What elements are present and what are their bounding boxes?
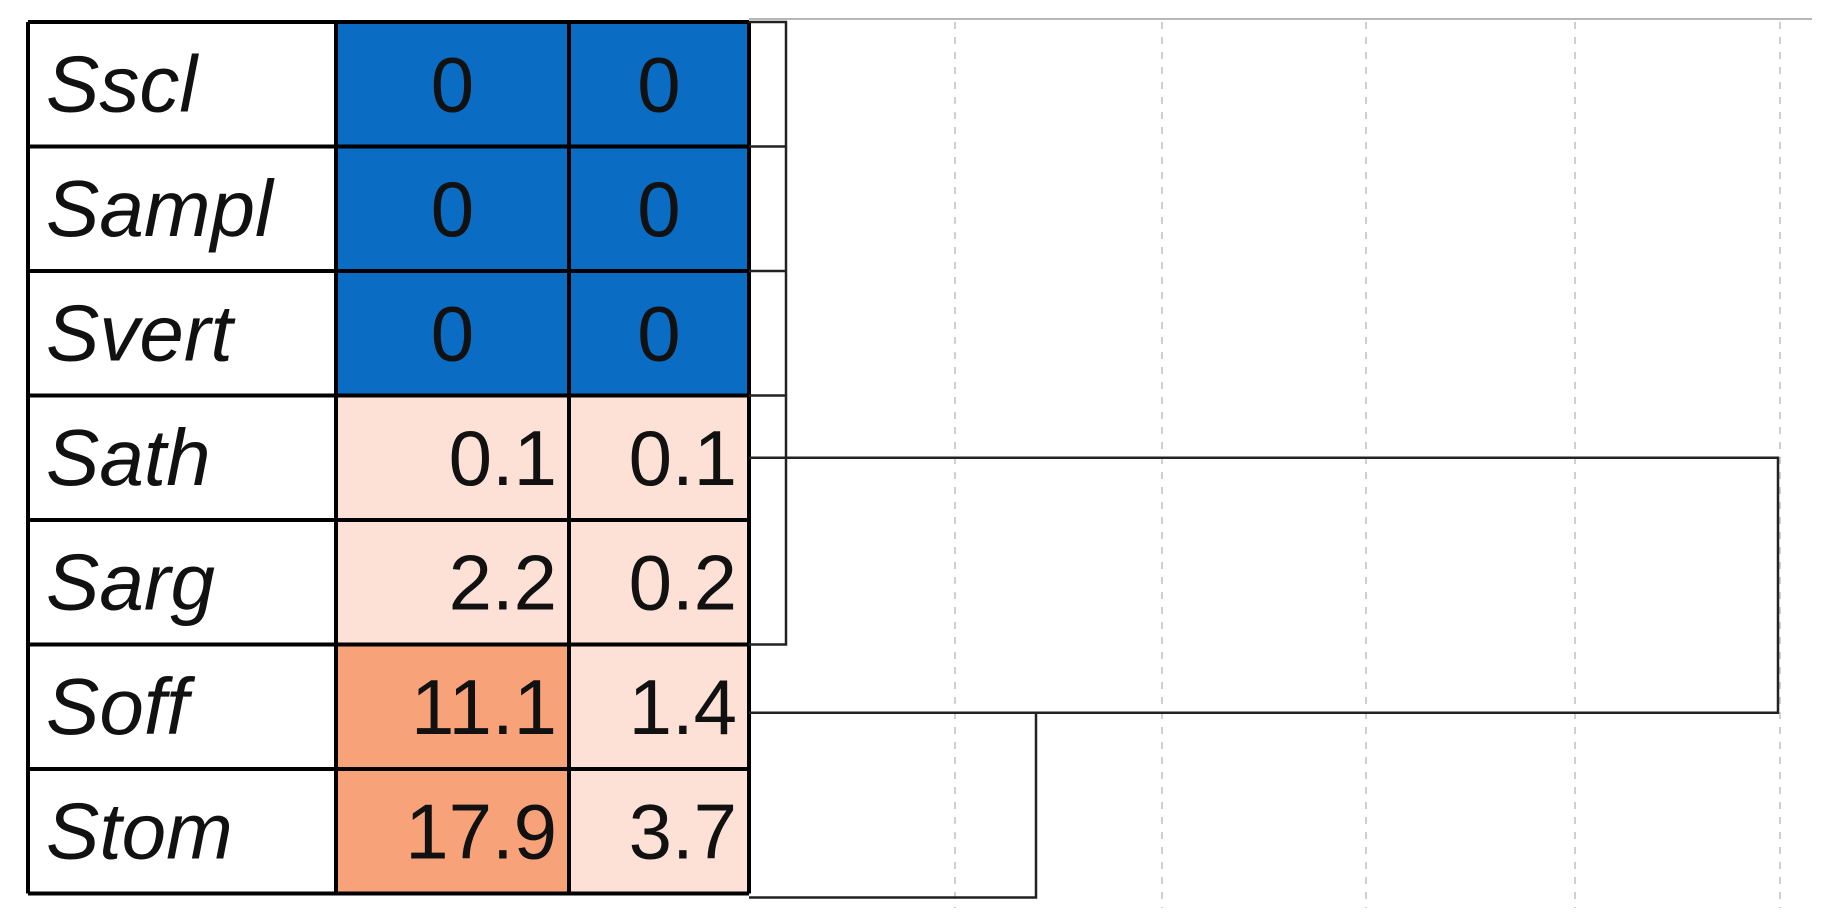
row-label: Sarg: [46, 538, 215, 627]
heatmap-cell: [336, 520, 569, 645]
row-label: Sampl: [46, 164, 275, 253]
heatmap-value-label: 3.7: [629, 788, 737, 876]
row-label: Soff: [46, 662, 196, 751]
heatmap-value-label: 0: [637, 165, 680, 253]
heatmap-value-label: 0: [431, 41, 474, 129]
row-label-cell: [28, 22, 336, 147]
heatmap-cell: [569, 520, 749, 645]
heatmap-cell: [569, 395, 749, 520]
heatmap-cell: [336, 146, 569, 271]
row-label-cell: [28, 644, 336, 769]
row-label-cell: [28, 769, 336, 894]
heatmap-cell: [336, 22, 569, 147]
row-label: Svert: [46, 289, 235, 378]
heatmap-cell: [569, 146, 749, 271]
heatmap-value-label: 0: [637, 290, 680, 378]
heatmap-cell: [569, 271, 749, 396]
heatmap-cell: [569, 644, 749, 769]
row-label: Sath: [46, 413, 211, 502]
heatmap-value-label: 11.1: [411, 663, 557, 751]
heatmap-cell: [569, 769, 749, 894]
dendrogram-branch: [749, 20, 788, 646]
dendrogram-branch: [749, 456, 1780, 714]
row-label-cell: [28, 271, 336, 396]
row-label: Sscl: [46, 40, 199, 129]
heatmap-value-label: 0: [637, 41, 680, 129]
heatmap-value-label: 0.2: [629, 539, 737, 627]
row-label-cell: [28, 395, 336, 520]
row-label-cell: [28, 146, 336, 271]
heatmap-value-label: 0: [431, 290, 474, 378]
heatmap-value-label: 2.2: [449, 539, 557, 627]
heatmap-cell: [336, 644, 569, 769]
row-label: Stom: [46, 787, 233, 876]
heatmap-cell: [336, 395, 569, 520]
heatmap-value-label: 0.1: [629, 414, 737, 502]
heatmap-value-label: 0: [431, 165, 474, 253]
heatmap-cell: [336, 271, 569, 396]
heatmap-cell: [336, 769, 569, 894]
heatmap-value-label: 1.4: [629, 663, 737, 751]
heatmap-value-label: 0.1: [449, 414, 557, 502]
dendrogram-branch: [749, 712, 1038, 899]
heatmap-cell: [569, 22, 749, 147]
row-label-cell: [28, 520, 336, 645]
heatmap-value-label: 17.9: [405, 788, 557, 876]
